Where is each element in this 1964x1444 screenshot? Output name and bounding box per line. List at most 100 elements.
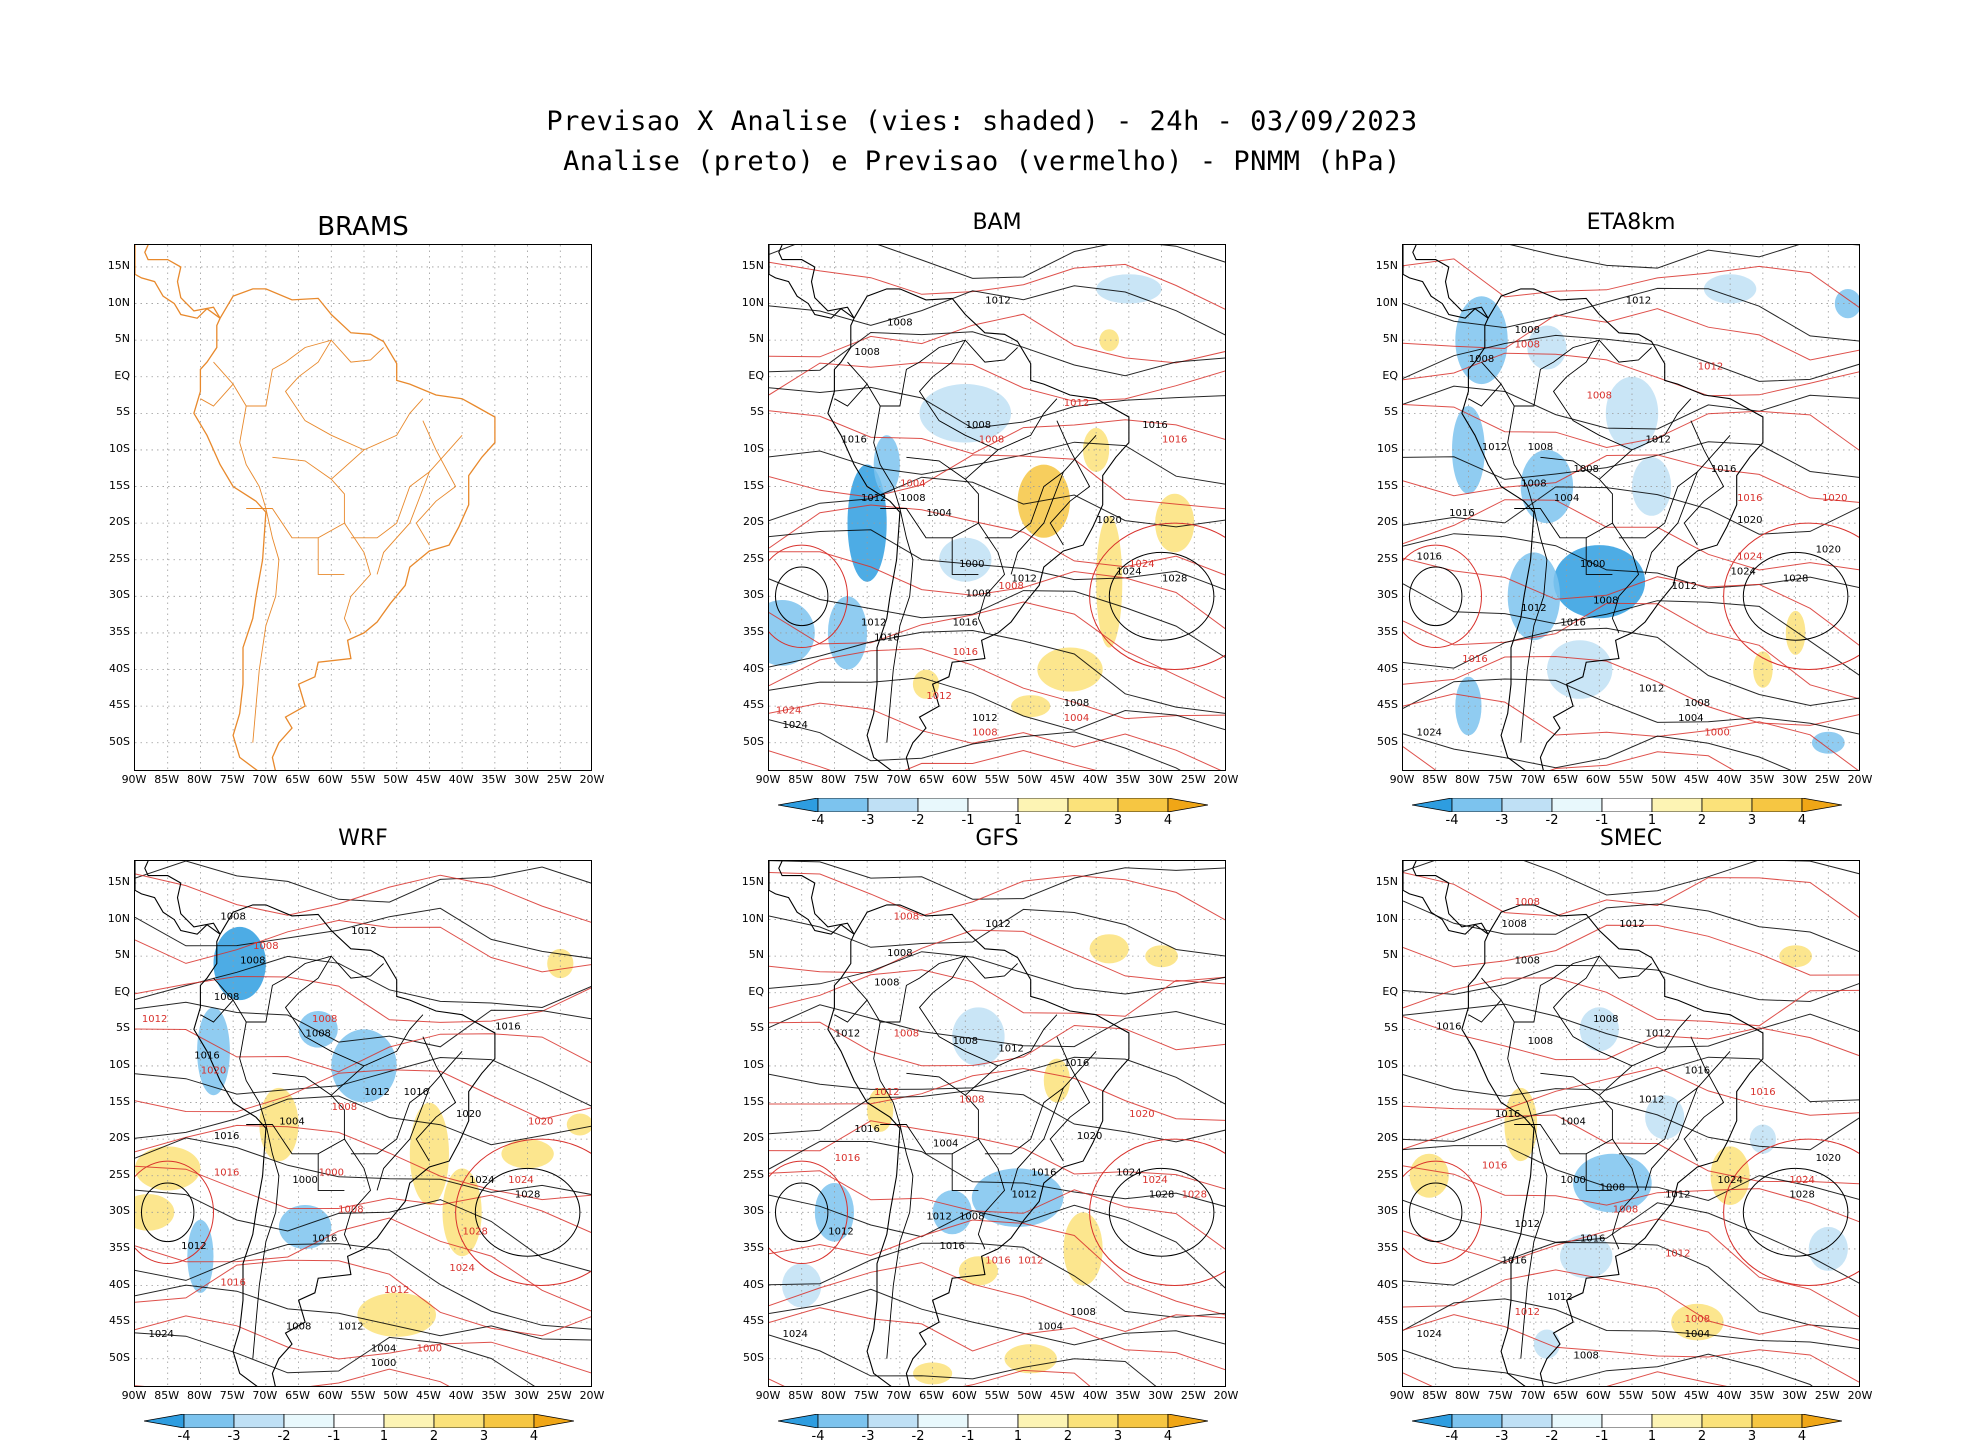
bias-shade-patch	[1037, 647, 1103, 692]
analysis-isobar	[1403, 1145, 1859, 1202]
lat-tick-label: 20S	[743, 515, 764, 529]
isobar-label: 1016	[1162, 435, 1187, 446]
colorbar-label: 1	[1013, 1429, 1023, 1444]
country-border	[350, 1051, 463, 1155]
isobar-label: 1016	[1580, 1234, 1605, 1245]
forecast-isobar	[769, 1021, 1225, 1067]
lat-tick-label: 45S	[1377, 1314, 1398, 1328]
colorbar-label: -3	[861, 1429, 875, 1444]
colorbar-cell	[1451, 1413, 1503, 1429]
country-border	[200, 361, 234, 407]
lon-tick-label: 25W	[1180, 1389, 1206, 1402]
country-border	[350, 435, 463, 539]
isobar-label: 1004	[279, 1117, 304, 1128]
lat-tick-label: 5S	[750, 1021, 764, 1035]
lat-tick-label: 15S	[743, 1094, 764, 1108]
isobar-label: 1008	[220, 912, 245, 923]
isobar-label: 1016	[220, 1278, 245, 1289]
lat-tick-label: 45S	[743, 1314, 764, 1328]
isobar-label: 1012	[384, 1285, 409, 1296]
isobar-label: 1012	[985, 919, 1010, 930]
bias-shade-patch	[1096, 274, 1162, 304]
bias-shade-patch	[1749, 1124, 1776, 1154]
isobar-label: 1000	[292, 1175, 317, 1186]
analysis-isobar	[1403, 733, 1792, 770]
isobar-label: 1012	[1626, 296, 1651, 307]
isobar-label: 1016	[1142, 420, 1167, 431]
isobar-label: 1028	[1783, 574, 1808, 585]
isobar-label: 1008	[1600, 1182, 1625, 1193]
lat-tick-label: 10N	[1375, 295, 1398, 309]
isobar-label: 1012	[998, 1043, 1023, 1054]
lon-tick-label: 25W	[1180, 773, 1206, 786]
analysis-isobar	[1403, 1298, 1859, 1350]
colorbar-cell	[1801, 1413, 1843, 1429]
colorbar-label: 3	[1747, 1429, 1757, 1444]
coastline	[769, 861, 855, 935]
analysis-isobar	[135, 1284, 591, 1341]
lon-tick-label: 80W	[186, 773, 212, 786]
forecast-isobar	[769, 551, 1225, 630]
forecast-isobar	[1403, 352, 1859, 397]
isobar-label: 1016	[194, 1051, 219, 1062]
isobar-label: 1012	[1645, 435, 1670, 446]
country-border	[284, 955, 365, 1067]
isobar-label: 1004	[926, 508, 951, 519]
colorbar-cell	[1117, 1413, 1169, 1429]
isobar-label: 1008	[1593, 1014, 1618, 1025]
isobar-label: 1012	[1547, 1292, 1572, 1303]
isobar-label: 1016	[1482, 1160, 1507, 1171]
lon-tick-label: 90W	[1389, 773, 1415, 786]
country-border	[1520, 508, 1548, 743]
isobar-label: 1012	[1672, 581, 1697, 592]
isobar-label: 1008	[854, 347, 879, 358]
isobar-label: 1012	[1515, 1307, 1540, 1318]
colorbar-cell	[483, 1413, 535, 1429]
lat-tick-label: 10S	[743, 441, 764, 455]
isobar-label: 1024	[782, 1329, 807, 1340]
country-border	[246, 456, 345, 539]
isobar-label: 1016	[874, 632, 899, 643]
colorbar-cell	[283, 1413, 335, 1429]
coastline	[1403, 861, 1489, 935]
isobar-label: 1028	[515, 1190, 540, 1201]
colorbar-label: -2	[277, 1429, 291, 1444]
lat-tick-label: 25S	[1377, 1167, 1398, 1181]
colorbar-label: -2	[911, 1429, 925, 1444]
forecast-isobar	[1403, 1016, 1859, 1061]
bias-shade-patch	[135, 1194, 175, 1231]
forecast-isobar	[769, 504, 1225, 576]
bias-shade-patch	[873, 435, 900, 494]
isobar-label: 1008	[1515, 897, 1540, 908]
lat-tick-label: 40S	[1377, 1277, 1398, 1291]
colorbar-label: -4	[177, 1429, 191, 1444]
map-panel-gfs: 1008 1012 1008 1008 1012 1008 1008 1012 1016 1012…	[768, 860, 1226, 1387]
lat-tick-label: 5N	[748, 948, 764, 962]
isobar-label: 1024	[1416, 1329, 1441, 1340]
isobar-label: 1020	[1816, 1153, 1841, 1164]
forecast-isobar	[769, 544, 848, 648]
isobar-label: 1016	[1436, 1021, 1461, 1032]
lat-tick-label: 25S	[109, 1167, 130, 1181]
lon-tick-label: 75W	[853, 1389, 879, 1402]
country-border	[1611, 1138, 1640, 1250]
bias-shade-patch	[1455, 676, 1482, 736]
isobar-label: 1016	[1449, 508, 1474, 519]
isobar-label: 1008	[894, 1029, 919, 1040]
bias-shade-patch	[1605, 376, 1659, 450]
lon-tick-label: 85W	[1422, 1389, 1448, 1402]
forecast-isobar	[1403, 258, 1859, 308]
country-border	[330, 398, 424, 480]
lon-tick-label: 20W	[1213, 1389, 1239, 1402]
colorbar-cell	[917, 1413, 969, 1429]
forecast-isobar	[135, 1217, 591, 1312]
isobar-label: 1016	[1685, 1065, 1710, 1076]
lat-tick-label: 20S	[109, 1131, 130, 1145]
isobar-label: 1016	[1750, 1087, 1775, 1098]
analysis-isobar	[769, 245, 1225, 279]
country-border	[1585, 1153, 1613, 1191]
colorbar-cell	[183, 1413, 235, 1429]
isobar-label: 1020	[1096, 515, 1121, 526]
lon-tick-label: 55W	[984, 1389, 1010, 1402]
bias-shade-patch	[357, 1292, 436, 1337]
